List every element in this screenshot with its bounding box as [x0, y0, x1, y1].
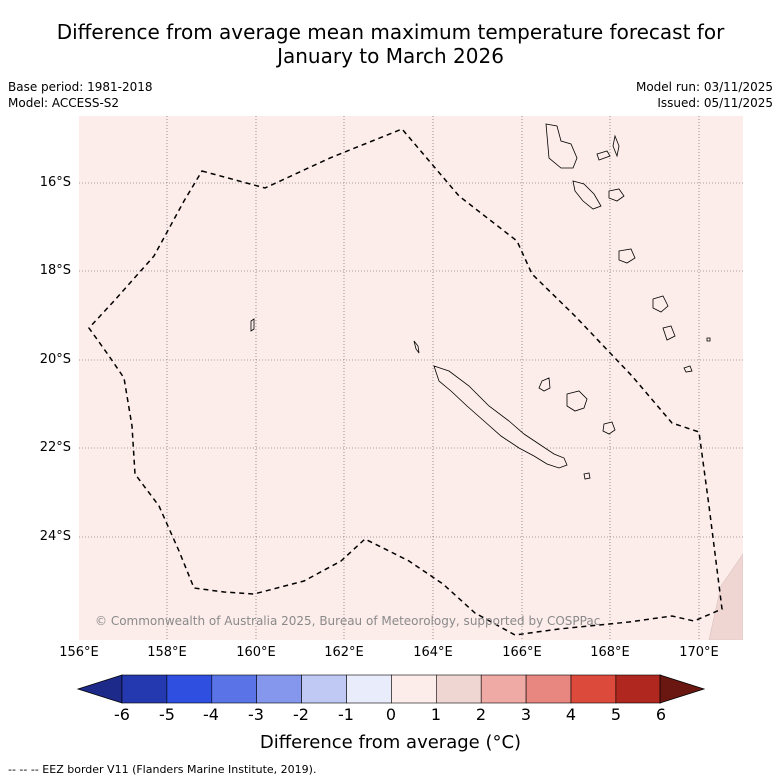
colorbar-cell: [166, 674, 213, 704]
colorbar-cell: [121, 674, 168, 704]
colorbar-cell: [301, 674, 347, 704]
copyright-notice: © Commonwealth of Australia 2025, Bureau…: [95, 614, 601, 628]
colorbar-tick: 5: [610, 705, 622, 724]
colorbar-tick: -6: [114, 705, 130, 724]
colorbar-tick: 2: [475, 705, 487, 724]
lifou-island: [566, 390, 588, 412]
base-period: Base period: 1981-2018: [8, 80, 153, 94]
small-islet-1: [250, 318, 255, 332]
map-title-line2: January to March 2026: [277, 44, 504, 68]
efate-island: [618, 248, 636, 264]
eez-border: [88, 128, 723, 636]
new-caledonia-island: [433, 365, 568, 469]
lon-label-170e: 170°E: [679, 645, 719, 660]
colorbar-tick: 3: [520, 705, 532, 724]
lon-label-156e: 156°E: [59, 645, 99, 660]
colorbar-cell: [615, 674, 662, 704]
colorbar-title: Difference from average (°C): [259, 732, 522, 753]
colorbar-tick: -5: [159, 705, 175, 724]
lat-label-18s: 18°S: [39, 263, 71, 278]
colorbar-tick: 6: [655, 705, 667, 724]
coastlines: [250, 123, 711, 480]
lat-label-24s: 24°S: [39, 529, 71, 544]
map-panel: © Commonwealth of Australia 2025, Bureau…: [79, 116, 743, 640]
mare-island: [602, 421, 616, 435]
colorbar: [76, 674, 706, 704]
maewo-island: [612, 134, 620, 158]
colorbar-tick: 0: [385, 705, 397, 724]
map-title-line1: Difference from average mean maximum tem…: [56, 20, 725, 44]
lon-label-160e: 160°E: [236, 645, 276, 660]
erromango-island: [652, 295, 669, 313]
colorbar-cell: [391, 674, 437, 704]
colorbar-tick: -3: [248, 705, 264, 724]
lon-label-162e: 162°E: [324, 645, 364, 660]
colorbar-arrow-low: [76, 674, 123, 704]
model-name: Model: ACCESS-S2: [8, 96, 120, 110]
ouvea-island: [538, 377, 551, 392]
lon-label-164e: 164°E: [413, 645, 453, 660]
model-run: Model run: 03/11/2025: [635, 80, 773, 94]
tanna-island: [662, 325, 676, 341]
eez-legend-note: -- -- -- EEZ border V11 (Flanders Marine…: [8, 763, 317, 776]
lon-label-166e: 166°E: [502, 645, 542, 660]
colorbar-tick: -2: [293, 705, 309, 724]
isle-of-pines: [583, 472, 591, 480]
issued-date: Issued: 05/11/2025: [657, 96, 773, 110]
graticule: [79, 116, 743, 640]
colorbar-cell: [525, 674, 572, 704]
colorbar-cell: [435, 674, 482, 704]
colorbar-tick: -1: [338, 705, 354, 724]
colorbar-cell: [256, 674, 302, 704]
belep-islands: [413, 340, 420, 354]
colorbar-cell: [480, 674, 527, 704]
ambae-island: [596, 150, 611, 161]
espiritu-santo-island: [545, 123, 578, 169]
lon-label-168e: 168°E: [590, 645, 630, 660]
shepherd-islands: [608, 188, 625, 202]
colorbar-cell: [570, 674, 617, 704]
lat-label-16s: 16°S: [39, 175, 71, 190]
lat-label-22s: 22°S: [39, 440, 71, 455]
colorbar-arrow-high: [659, 674, 706, 704]
lat-label-20s: 20°S: [39, 352, 71, 367]
aneityum-island: [683, 365, 693, 373]
map-canvas: [79, 116, 743, 640]
colorbar-cell: [211, 674, 258, 704]
colorbar-cell: [346, 674, 392, 704]
malakula-island: [572, 180, 602, 210]
colorbar-tick: -4: [203, 705, 219, 724]
warm-anomaly-region: [708, 553, 743, 640]
colorbar-tick: 4: [565, 705, 577, 724]
colorbar-tick: 1: [430, 705, 442, 724]
lon-label-158e: 158°E: [147, 645, 187, 660]
small-islet-2: [706, 337, 711, 342]
